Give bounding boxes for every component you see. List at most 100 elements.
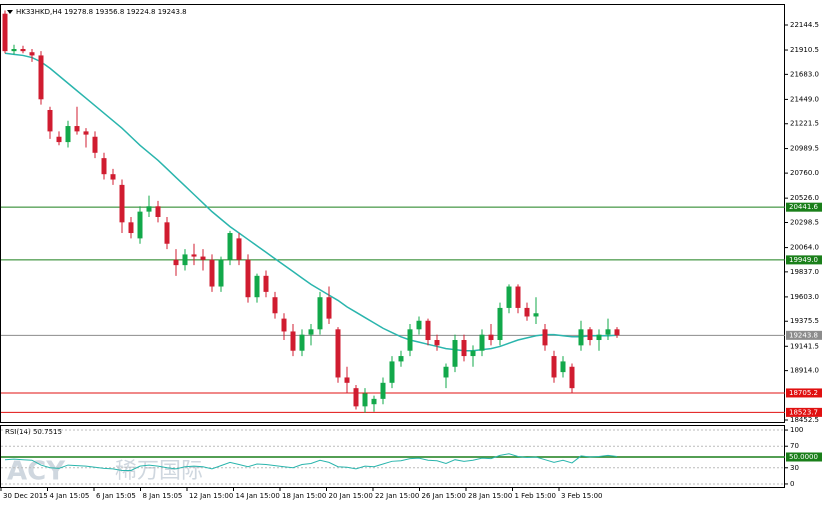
level-label: 18523.7: [789, 408, 818, 416]
y-tick-label: 21683.0: [790, 70, 819, 78]
candle-body: [11, 49, 17, 52]
chart-title: HK33HKD,H4 19278.8 19356.8 19224.8 19243…: [16, 8, 187, 16]
candle-body: [596, 334, 602, 341]
y-tick-label: 22144.5: [790, 21, 819, 29]
candle-body: [92, 136, 98, 153]
y-tick-label: 20526.0: [790, 194, 819, 202]
candle-body: [200, 256, 206, 260]
candle-body: [65, 126, 71, 143]
rsi-level-label: 50.0000: [789, 453, 818, 461]
x-tick-label: 1 Feb 15:00: [515, 492, 556, 500]
candle-body: [101, 158, 107, 175]
y-tick-label: 20760.0: [790, 169, 819, 177]
candle-body: [335, 329, 341, 378]
candle-body: [470, 350, 476, 357]
level-tag: [786, 202, 822, 212]
y-tick-label: 21449.0: [790, 95, 819, 103]
candle-body: [524, 307, 530, 317]
candle-body: [182, 254, 188, 266]
x-tick-label: 4 Jan 15:05: [50, 492, 90, 500]
x-tick-label: 14 Jan 15:00: [236, 492, 280, 500]
level-label: 20441.6: [789, 203, 818, 211]
candle-body: [119, 184, 125, 223]
level-label: 19243.8: [789, 331, 818, 339]
candle-body: [191, 254, 197, 257]
candle-body: [578, 329, 584, 346]
candle-body: [290, 331, 296, 351]
candle-body: [587, 329, 593, 341]
candle-body: [317, 297, 323, 330]
candle-body: [371, 398, 377, 405]
level-tag: [786, 407, 822, 417]
candle-body: [479, 334, 485, 351]
level-tag: [786, 255, 822, 265]
candle-body: [209, 259, 215, 287]
candle-body: [137, 211, 143, 239]
candle-body: [29, 52, 35, 56]
candle-body: [452, 340, 458, 367]
candle-body: [488, 334, 494, 341]
candle-body: [326, 297, 332, 319]
candle-body: [74, 126, 80, 132]
candle-body: [263, 275, 269, 292]
y-tick-label: 20989.5: [790, 145, 819, 153]
candle-body: [2, 13, 8, 52]
candle-body: [551, 356, 557, 378]
candle-body: [434, 340, 440, 346]
x-tick-label: 26 Jan 15:00: [422, 492, 466, 500]
rsi-tick-label: 100: [790, 426, 803, 434]
candle-body: [398, 356, 404, 362]
candle-body: [308, 329, 314, 335]
candle-body: [128, 222, 134, 234]
x-tick-label: 18 Jan 15:00: [282, 492, 326, 500]
x-tick-label: 8 Jan 15:05: [143, 492, 183, 500]
candle-body: [272, 297, 278, 314]
candle-body: [560, 361, 566, 373]
main-pane: [0, 4, 785, 423]
x-tick-label: 12 Jan 15:00: [189, 492, 233, 500]
y-tick-label: 19837.0: [790, 268, 819, 276]
candle-body: [614, 329, 620, 336]
candle-body: [236, 238, 242, 260]
candle-body: [605, 329, 611, 335]
candle-body: [569, 366, 575, 389]
candle-body: [164, 222, 170, 244]
candle-body: [515, 286, 521, 308]
candle-body: [353, 388, 359, 407]
x-tick-label: 30 Dec 2015: [3, 492, 48, 500]
x-tick-label: 6 Jan 15:05: [96, 492, 136, 500]
candle-body: [416, 320, 422, 330]
candle-body: [362, 393, 368, 407]
level-tag: [786, 388, 822, 398]
candle-body: [110, 174, 116, 180]
level-tag: [786, 330, 822, 340]
x-tick-label: 20 Jan 15:00: [329, 492, 373, 500]
x-tick-label: 3 Feb 15:00: [561, 492, 602, 500]
candle-body: [245, 259, 251, 298]
y-tick-label: 18914.0: [790, 367, 819, 375]
candle-body: [443, 366, 449, 378]
rsi-title: RSI(14) 50.7515: [5, 428, 62, 436]
candle-body: [146, 206, 152, 212]
menu-arrow[interactable]: [7, 10, 13, 14]
candle-body: [407, 329, 413, 351]
rsi-tick-label: 30: [790, 464, 799, 472]
rsi-tick-label: 70: [790, 442, 799, 450]
candle-body: [155, 206, 161, 217]
x-tick-label: 22 Jan 15:00: [375, 492, 419, 500]
candle-body: [20, 49, 26, 52]
candle-body: [497, 307, 503, 341]
ma-line: [4, 52, 618, 352]
candle-body: [344, 377, 350, 383]
candle-body: [218, 259, 224, 287]
y-tick-label: 21221.5: [790, 120, 819, 128]
candle-body: [227, 233, 233, 260]
candle-body: [83, 131, 89, 135]
candle-body: [542, 329, 548, 346]
candle-body: [533, 313, 539, 317]
candle-body: [389, 361, 395, 383]
watermark-cn: 稀万国际: [115, 459, 203, 484]
candle-body: [461, 340, 467, 357]
rsi-level-tag: [786, 452, 822, 462]
